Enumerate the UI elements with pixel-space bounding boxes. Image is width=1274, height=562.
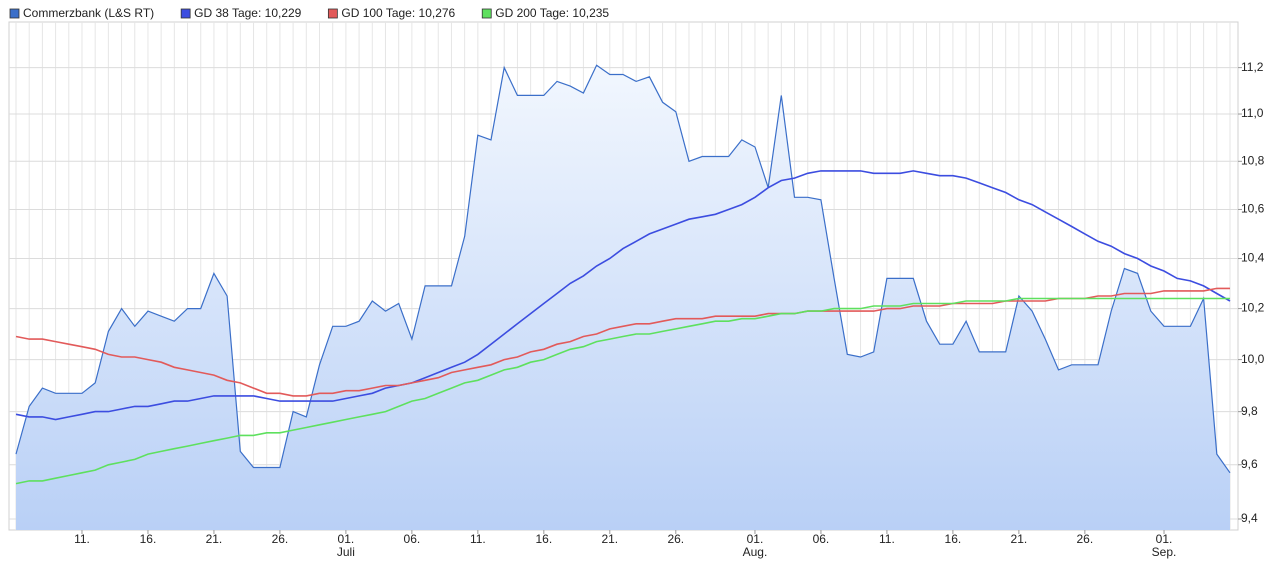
y-tick-label: 10,8 xyxy=(1241,153,1265,167)
legend-label: GD 100 Tage: 10,276 xyxy=(341,6,455,20)
y-tick-label: 10,2 xyxy=(1241,301,1265,315)
price-line xyxy=(15,64,1231,474)
y-tick-label: 9,6 xyxy=(1241,457,1258,471)
x-tick-label: 01. xyxy=(1156,532,1173,546)
legend-swatch xyxy=(327,8,338,19)
x-tick-label: 26. xyxy=(1077,532,1094,546)
x-tick-label: 21. xyxy=(1011,532,1028,546)
month-label: Juli xyxy=(337,545,355,559)
x-tick-label: 21. xyxy=(601,532,618,546)
x-tick-label: 01. xyxy=(338,532,355,546)
y-tick-label: 9,4 xyxy=(1241,511,1258,525)
average-line xyxy=(15,170,1231,421)
x-tick-label: 11. xyxy=(470,532,486,546)
x-tick-label: 21. xyxy=(206,532,223,546)
legend-swatch xyxy=(180,8,191,19)
y-tick-label: 11,2 xyxy=(1241,60,1264,74)
x-tick-label: 06. xyxy=(404,532,421,546)
legend-label: GD 200 Tage: 10,235 xyxy=(495,6,609,20)
x-tick-label: 11. xyxy=(879,532,895,546)
legend-swatch xyxy=(481,8,492,19)
x-tick-label: 26. xyxy=(667,532,684,546)
month-label: Sep. xyxy=(1152,545,1177,559)
x-tick-label: 16. xyxy=(140,532,157,546)
x-tick-label: 26. xyxy=(272,532,289,546)
x-tick-label: 11. xyxy=(74,532,90,546)
y-tick-label: 10,6 xyxy=(1241,202,1265,216)
average-line xyxy=(15,297,1230,485)
legend-label: Commerzbank (L&S RT) xyxy=(23,6,154,20)
legend-swatch xyxy=(9,8,20,19)
x-tick-label: 06. xyxy=(813,532,830,546)
legend-label: GD 38 Tage: 10,229 xyxy=(194,6,302,20)
x-tick-label: 16. xyxy=(945,532,962,546)
y-tick-label: 10,4 xyxy=(1241,251,1265,265)
x-tick-label: 01. xyxy=(747,532,764,546)
price-area xyxy=(16,65,1230,531)
month-label: Aug. xyxy=(743,545,768,559)
y-tick-label: 10,0 xyxy=(1241,352,1265,366)
y-tick-label: 11,0 xyxy=(1241,106,1264,120)
x-tick-label: 16. xyxy=(535,532,552,546)
average-line xyxy=(15,287,1230,397)
y-tick-label: 9,8 xyxy=(1241,404,1258,418)
